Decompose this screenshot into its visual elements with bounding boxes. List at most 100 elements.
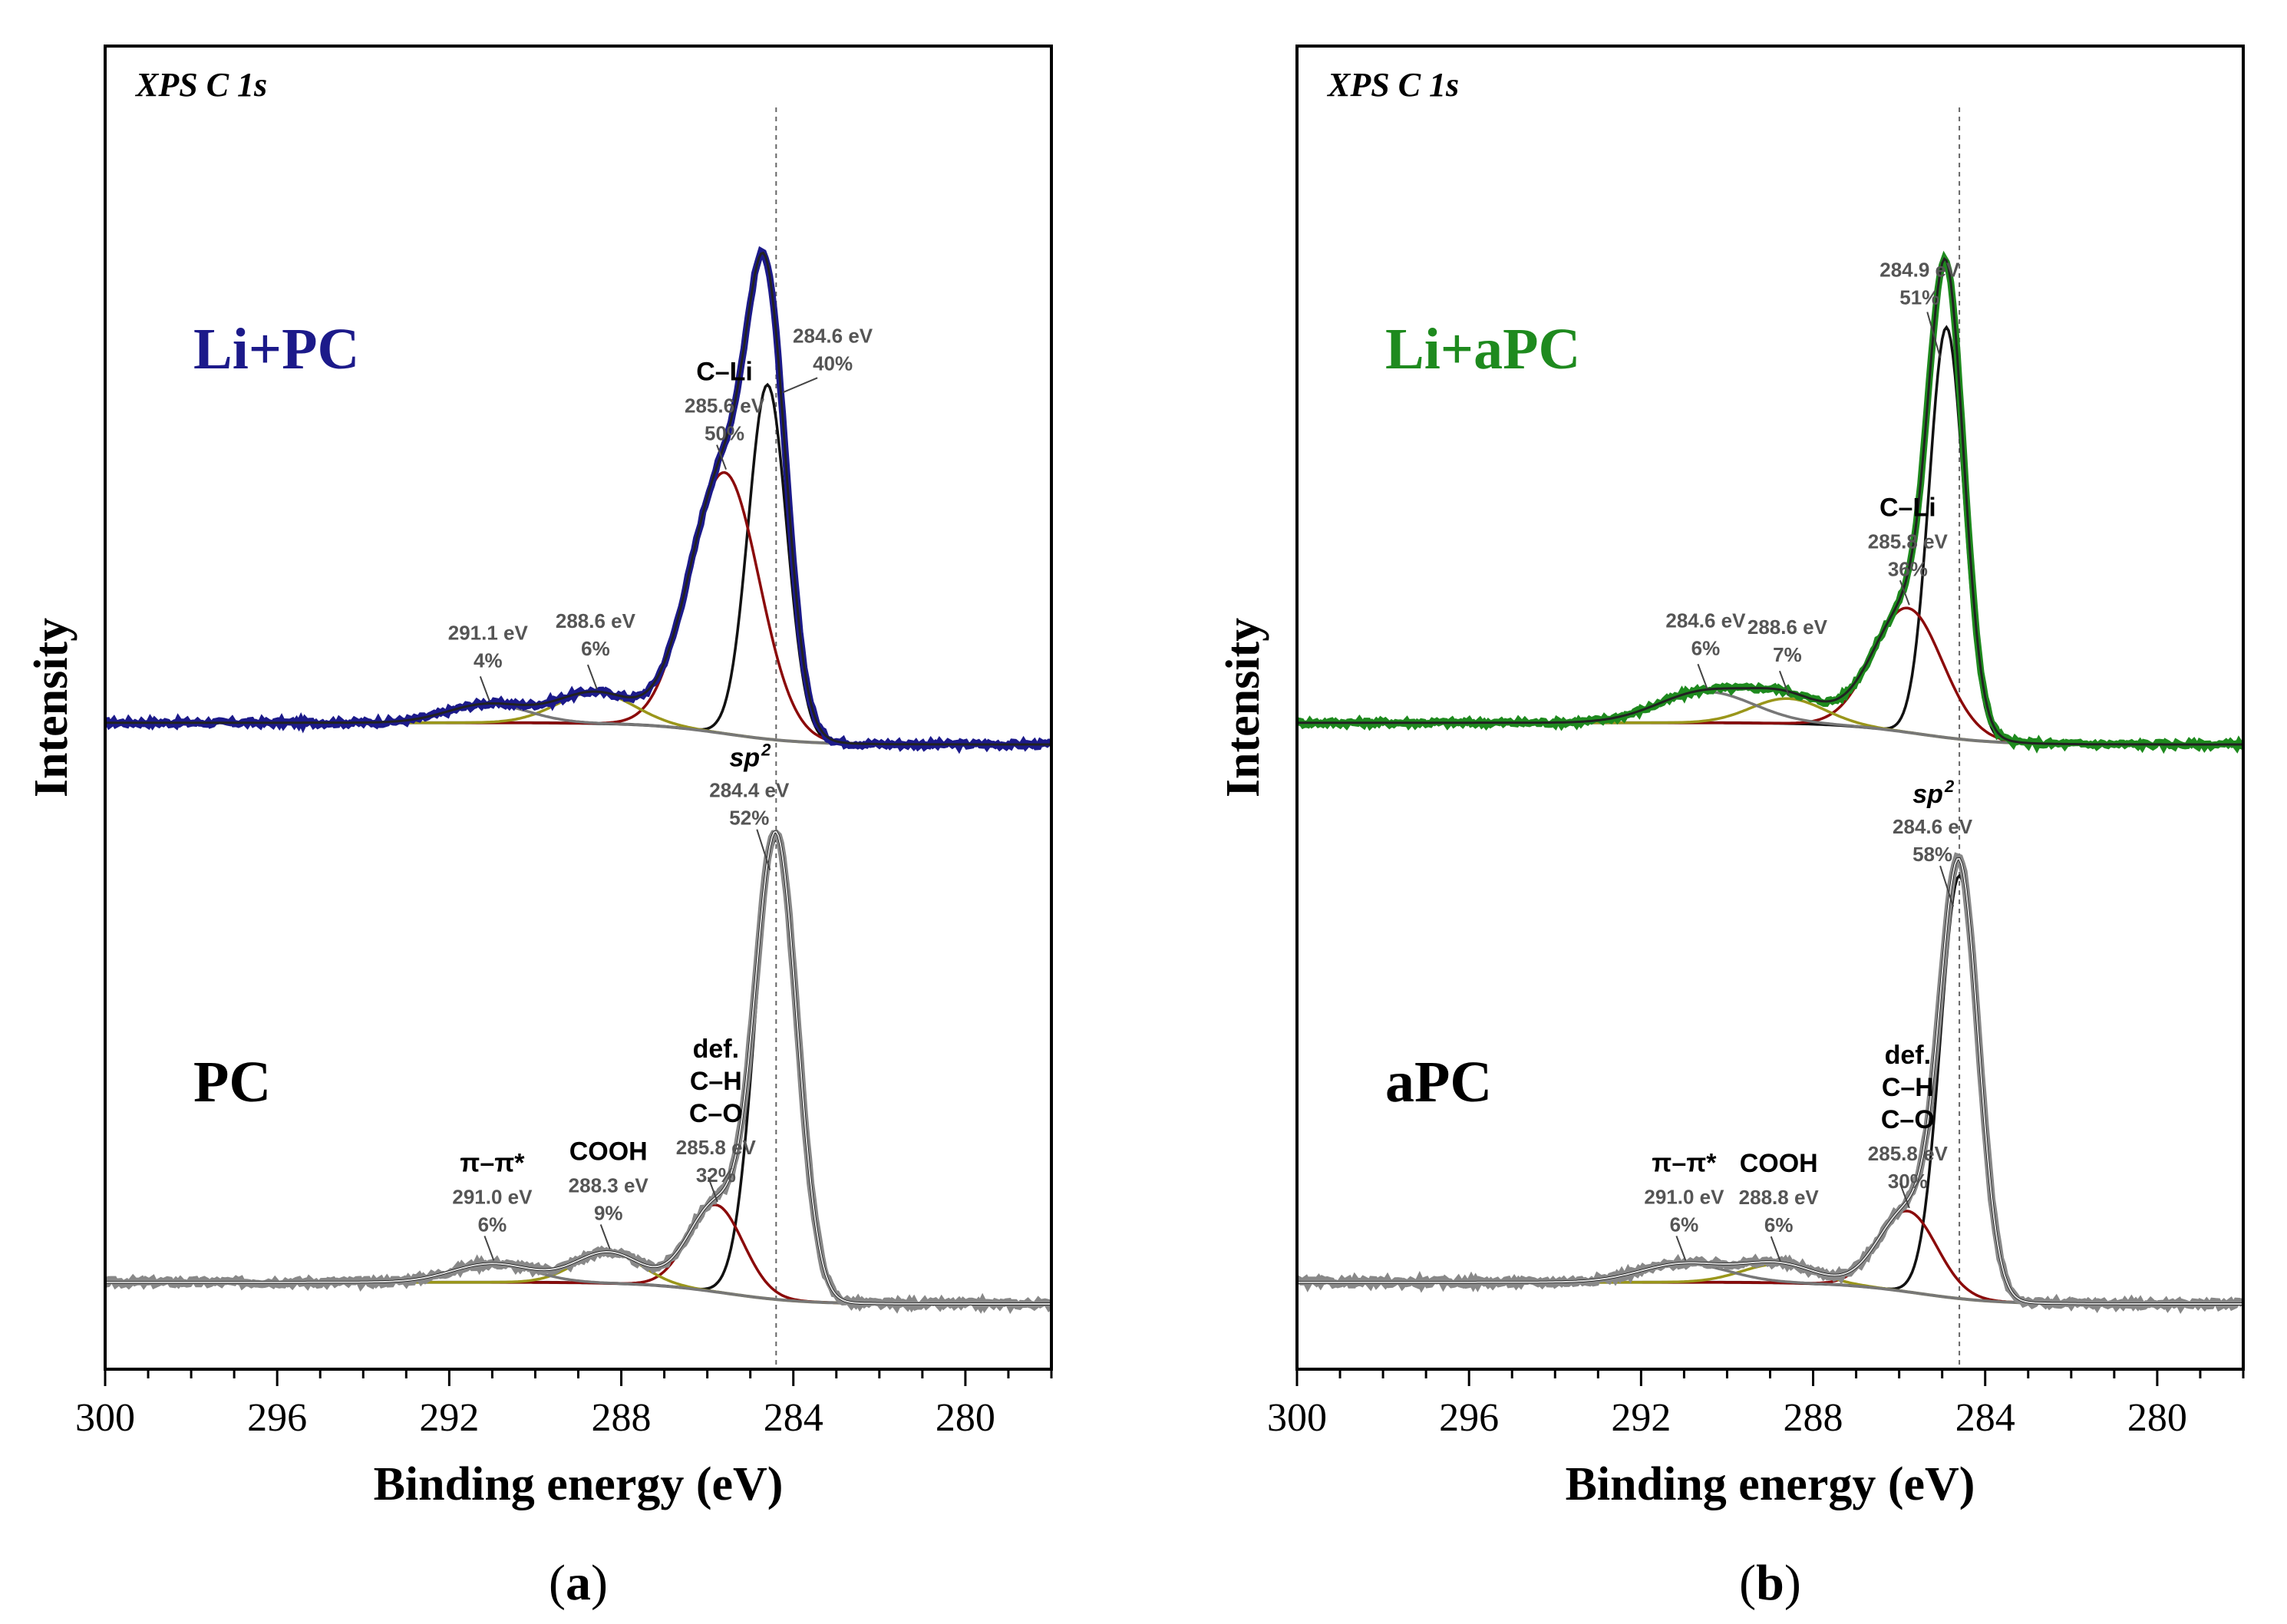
peak-label: π–π*	[460, 1148, 525, 1177]
peak-label: 285.8 eV	[1868, 1142, 1949, 1165]
peak-label: C–Li	[1879, 493, 1936, 522]
peak-label: COOH	[569, 1137, 648, 1166]
x-axis-label: Binding energy (eV)	[374, 1458, 784, 1510]
peak-label: 6%	[1691, 636, 1721, 659]
x-tick-label: 300	[1267, 1396, 1327, 1440]
peak-label: 51%	[1899, 286, 1939, 309]
peak-label: 284.6 eV	[1893, 815, 1973, 838]
x-tick-label: 288	[1784, 1396, 1843, 1440]
peak-label: 40%	[813, 352, 853, 375]
x-tick-label: 292	[1611, 1396, 1671, 1440]
peak-label-superscript: 2	[761, 741, 771, 760]
peak-label: 7%	[1773, 643, 1802, 666]
peak-label-superscript: 2	[1944, 777, 1955, 796]
peak-label: sp	[729, 744, 760, 773]
spectrum-aPC	[1297, 852, 2243, 1314]
leader-line	[1899, 579, 1910, 606]
peak-label: C–H	[1882, 1073, 1934, 1102]
leader-line	[756, 829, 771, 870]
leader-line	[1926, 312, 1942, 358]
peak-label: 291.0 eV	[1644, 1185, 1724, 1208]
leader-line	[1939, 865, 1955, 907]
component-peak	[105, 470, 1051, 746]
peak-label: 284.6 eV	[793, 324, 873, 347]
peak-label: 6%	[581, 637, 610, 660]
panel-label-open: (	[1739, 1555, 1756, 1611]
peak-label: def.	[693, 1035, 739, 1064]
panel-label-open: (	[549, 1555, 566, 1611]
peak-label: 288.6 eV	[1747, 616, 1828, 639]
x-tick-label: 288	[592, 1396, 652, 1440]
peak-label: 4%	[474, 649, 503, 672]
x-tick-label: 280	[2127, 1396, 2187, 1440]
leader-line	[479, 676, 490, 701]
panel-label: (b)	[1739, 1555, 1801, 1611]
y-axis-label: Intensity	[25, 618, 78, 797]
plot-frame	[104, 45, 1053, 1371]
component-peak	[105, 1203, 1051, 1305]
leader-line	[1899, 1183, 1910, 1209]
x-tick-label: 296	[1439, 1396, 1499, 1440]
panel-a: Li+PC 284.6 eV 40% C–Li 285.6 eV 50% 288.6 eV 6…	[25, 45, 1053, 1611]
peak-label: 6%	[1764, 1213, 1794, 1236]
panel-label-close: )	[591, 1555, 608, 1611]
component-peak	[1297, 325, 2243, 746]
spectrum-PC	[105, 829, 1051, 1315]
plot-area	[105, 107, 1051, 1369]
peak-label: 288.3 eV	[569, 1173, 649, 1197]
sample-name: aPC	[1385, 1050, 1492, 1114]
peak-label: 288.6 eV	[556, 609, 636, 632]
x-tick-label: 280	[936, 1396, 995, 1440]
spectrum-Li+aPC	[1297, 250, 2243, 754]
peak-label: 52%	[729, 807, 769, 830]
peak-label: 6%	[1670, 1213, 1699, 1236]
peak-label: C–O	[689, 1099, 743, 1128]
x-tick-label: 284	[1955, 1396, 2015, 1440]
peak-label: def.	[1885, 1041, 1931, 1070]
leader-line	[716, 444, 727, 470]
peak-label: 291.0 eV	[452, 1185, 533, 1208]
x-tick-label: 284	[764, 1396, 823, 1440]
sample-name: PC	[193, 1050, 271, 1114]
panel-label-letter: b	[1756, 1555, 1784, 1611]
panel-label: (a)	[549, 1555, 608, 1611]
envelope-fit-inner	[105, 830, 1051, 1305]
leader-line	[586, 664, 598, 690]
x-tick-label: 300	[75, 1396, 135, 1440]
peak-label: sp	[1912, 780, 1943, 809]
peak-label: 30%	[1888, 1170, 1928, 1193]
peak-label: 284.6 eV	[1665, 609, 1746, 632]
panel-b: Li+aPC 284.9 eV 51% C–Li 285.8 eV 36% 288.6 eV…	[1217, 45, 2245, 1611]
peak-label: 285.8 eV	[676, 1136, 757, 1159]
x-axis-label: Binding energy (eV)	[1566, 1458, 1975, 1510]
leader-line	[1770, 1236, 1781, 1262]
peak-label: 9%	[594, 1201, 623, 1224]
leader-line	[1675, 1236, 1687, 1261]
sample-name: Li+PC	[193, 317, 359, 381]
leader-line	[599, 1224, 611, 1249]
peak-label: 32%	[696, 1164, 736, 1187]
peak-label: 288.8 eV	[1739, 1186, 1820, 1209]
peak-label: 36%	[1888, 557, 1928, 580]
peak-label: 284.4 eV	[709, 779, 790, 802]
peak-label: 284.9 eV	[1879, 258, 1960, 281]
leader-line	[707, 1177, 718, 1203]
peak-label: C–O	[1881, 1105, 1935, 1134]
envelope-fit	[105, 251, 1051, 746]
peak-label: C–H	[690, 1067, 742, 1096]
plot-area	[1297, 107, 2243, 1369]
x-tick-label: 292	[419, 1396, 479, 1440]
peak-label: COOH	[1740, 1149, 1818, 1178]
y-axis-label: Intensity	[1217, 618, 1269, 797]
peak-label: 285.8 eV	[1868, 530, 1949, 553]
sample-name: Li+aPC	[1385, 317, 1580, 381]
x-tick-label: 296	[247, 1396, 307, 1440]
spectrum-Li+PC	[105, 246, 1051, 754]
panel-title: XPS C 1s	[134, 66, 267, 104]
leader-line	[782, 377, 818, 394]
leader-line	[483, 1236, 495, 1261]
peak-label: 6%	[478, 1213, 507, 1236]
peak-label: π–π*	[1652, 1148, 1717, 1177]
panel-label-close: )	[1784, 1555, 1801, 1611]
